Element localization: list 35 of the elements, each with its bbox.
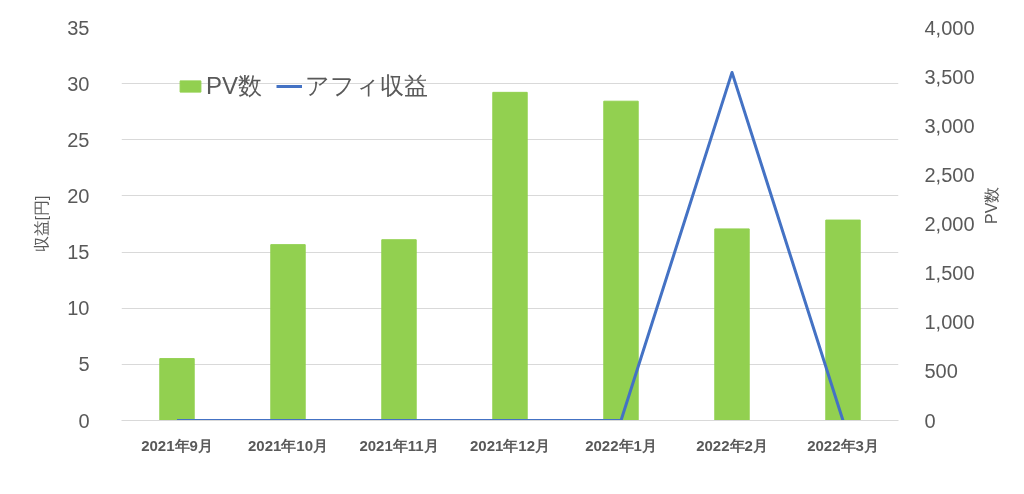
y-tick-label: 15 — [67, 241, 90, 264]
y-tick-label: 25 — [67, 128, 90, 151]
y2-tick-label: 3,000 — [924, 114, 975, 137]
y-tick-label: 20 — [67, 184, 90, 207]
x-tick-label: 2021年10月 — [247, 436, 329, 454]
x-tick-label: 2021年12月 — [469, 436, 551, 454]
y2-tick-label: 0 — [924, 409, 936, 432]
bar — [159, 358, 195, 421]
x-tick-label: 2022年1月 — [585, 436, 657, 454]
legend-label: アフィ収益 — [305, 71, 429, 101]
bar — [714, 228, 750, 421]
y2-tick-label: 3,500 — [924, 65, 975, 88]
legend-label: PV数 — [206, 71, 263, 101]
y-tick-label: 35 — [67, 16, 90, 39]
bar — [603, 100, 639, 421]
y-tick-label: 10 — [67, 297, 90, 320]
y2-tick-label: 500 — [924, 360, 958, 383]
y2-tick-label: 1,000 — [924, 311, 975, 334]
x-tick-label: 2021年11月 — [359, 436, 439, 454]
y2-tick-label: 4,000 — [924, 16, 975, 39]
y2-axis-title: PV数 — [983, 186, 1001, 224]
x-tick-label: 2022年3月 — [807, 436, 879, 454]
x-tick-label: 2021年9月 — [141, 436, 213, 454]
bar — [825, 219, 861, 421]
y-tick-label: 30 — [67, 72, 90, 95]
x-tick-label: 2022年2月 — [696, 436, 768, 454]
y-axis-title: 収益[円] — [33, 195, 51, 253]
y-tick-label: 0 — [78, 409, 90, 432]
y-tick-label: 5 — [78, 353, 90, 376]
bar — [492, 91, 528, 421]
y2-tick-label: 2,000 — [924, 213, 975, 235]
y2-tick-label: 1,500 — [924, 262, 975, 285]
y2-tick-label: 2,500 — [924, 163, 975, 186]
bar — [381, 239, 417, 421]
bar — [270, 244, 306, 421]
